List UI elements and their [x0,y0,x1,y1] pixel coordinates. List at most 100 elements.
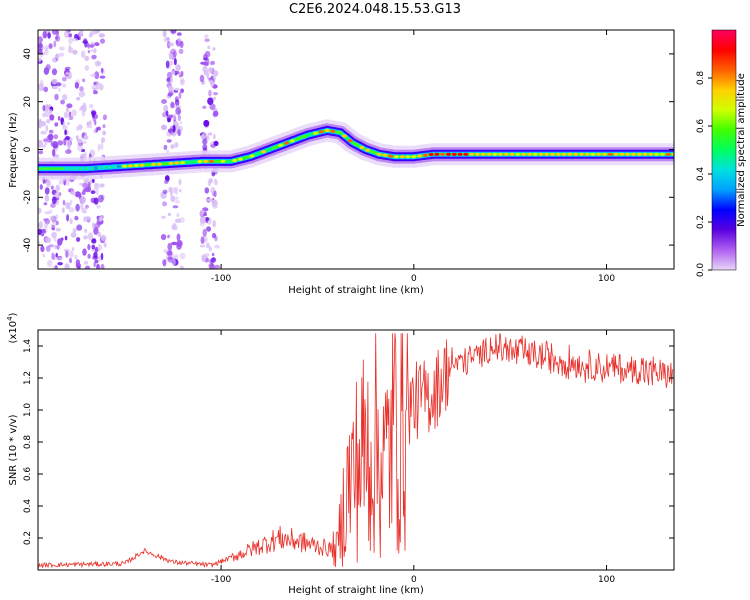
noise-blob [94,71,100,80]
noise-blob [176,213,180,218]
noise-blob [80,105,84,111]
noise-blob [162,201,167,207]
noise-blob [55,35,58,40]
y-scale-exponent: 4 [6,316,14,321]
noise-blob [91,54,97,60]
noise-blob [167,212,172,216]
noise-blob [39,184,43,190]
noise-blob [82,248,87,256]
noise-blob [91,84,98,90]
noise-blob [47,104,52,108]
noise-blob [70,232,77,238]
noise-blob [75,203,80,212]
noise-blob [167,234,170,239]
noise-blob [50,222,56,228]
noise-blob [65,72,70,76]
ridge-spot [237,157,243,161]
noise-blob [90,190,96,195]
top-axes: -100 0 100 -40 -20 0 20 40 [23,30,674,284]
noise-blob [163,248,169,254]
noise-blob [169,114,174,118]
noise-blob [100,263,105,269]
noise-blob [170,101,175,109]
noise-blob [208,246,212,252]
noise-blob [94,246,99,253]
ridge-spot [382,153,388,157]
noise-blob [55,53,60,59]
ridge-spot [336,130,342,134]
ridge-spot [561,152,567,156]
bottom-y-tick-label: 0.2 [23,531,33,545]
ridge-spot [365,148,371,152]
ridge-spot [607,152,613,156]
ridge-spot [451,152,457,156]
noise-blob [76,138,83,144]
noise-blob [91,112,96,118]
noise-blob [172,50,177,58]
noise-blob [98,33,106,38]
ridge-spot [347,139,353,143]
noise-blob [69,199,73,205]
noise-blob [170,70,176,76]
bottom-y-tick-label: 1.4 [23,339,33,354]
noise-blob [172,124,176,133]
noise-blob [175,196,179,200]
noise-blob [66,140,72,149]
noise-blob [51,252,55,261]
bottom-x-tick-label: 0 [411,575,417,585]
noise-blob [179,120,183,125]
ridge-spot [602,152,608,156]
noise-blob [165,255,169,262]
noise-blob [46,118,51,124]
ridge-spot [538,152,544,156]
noise-blob [66,121,70,126]
noise-blob [213,92,218,96]
ridge-spot [474,152,480,156]
noise-blob [43,138,48,142]
noise-blob [48,43,53,49]
noise-blob [206,198,214,202]
noise-blob [51,68,58,76]
noise-blob [212,204,218,209]
noise-blob [89,120,92,126]
ridge-spot [284,141,290,145]
top-y-tick-label: 20 [23,96,33,108]
noise-blob [55,214,59,219]
noise-blob [44,194,50,202]
noise-blob [62,125,68,130]
noise-blob [38,150,44,155]
ridge-spot [636,152,642,156]
noise-blob [212,47,216,51]
noise-blob [168,86,174,93]
ridge-spot [341,134,347,138]
noise-blob [211,252,215,257]
noise-blob [65,178,70,186]
noise-blob [87,244,91,251]
noise-blob [64,235,68,241]
ridge-spot [422,153,428,157]
noise-blob [163,144,168,151]
noise-blob [38,207,42,214]
bottom-y-axis-label: SNR (10 * v/v) [8,414,19,485]
colorbar [711,29,737,271]
noise-blob [79,30,84,36]
noise-blob [179,188,182,193]
noise-blob [81,191,86,195]
noise-blob [62,207,65,214]
noise-blob [174,87,180,91]
noise-blob [49,114,55,121]
noise-blob [43,202,48,206]
top-x-tick-label: 100 [598,274,615,284]
noise-blob [82,78,86,83]
ridge-spot [376,152,382,156]
noise-blob [42,253,46,258]
top-y-tick-label: -20 [23,190,33,205]
noise-blob [99,183,105,188]
noise-blob [53,134,59,140]
noise-blob [97,143,101,152]
noise-blob [207,179,212,187]
noise-blob [51,196,57,205]
ridge-spot [544,152,550,156]
noise-blob [67,112,71,121]
noise-blob [200,236,205,244]
